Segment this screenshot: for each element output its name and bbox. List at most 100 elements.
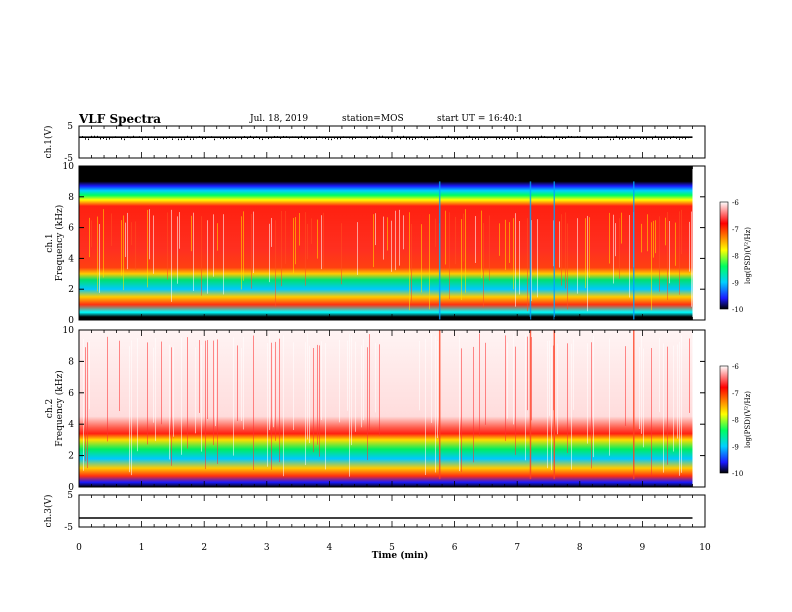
waveform-noise bbox=[388, 137, 389, 140]
waveform-noise bbox=[553, 137, 554, 140]
waveform-noise bbox=[460, 136, 461, 139]
waveform-noise bbox=[661, 138, 662, 140]
waveform-noise bbox=[547, 136, 548, 139]
colorbar-title: log(PSD)(V²/Hz) bbox=[744, 391, 752, 448]
waveform-noise bbox=[385, 137, 386, 139]
waveform-noise bbox=[142, 138, 143, 140]
waveform-noise bbox=[658, 138, 659, 140]
waveform-noise bbox=[235, 137, 236, 139]
waveform-noise bbox=[295, 136, 296, 138]
waveform-noise bbox=[292, 136, 293, 138]
colorbar-tick-label: -8 bbox=[732, 417, 739, 425]
waveform-noise bbox=[238, 136, 239, 139]
waveform-noise bbox=[478, 138, 479, 140]
waveform-noise bbox=[85, 138, 86, 140]
waveform-noise bbox=[619, 138, 620, 140]
x-tick-label: 5 bbox=[389, 543, 395, 553]
colorbar-tick-label: -10 bbox=[732, 306, 743, 314]
waveform-noise bbox=[298, 137, 299, 139]
colorbar-tick-label: -8 bbox=[732, 253, 739, 261]
waveform-noise bbox=[355, 137, 356, 139]
waveform-noise bbox=[352, 138, 353, 140]
waveform-noise bbox=[685, 137, 686, 140]
waveform-noise bbox=[556, 135, 557, 138]
waveform-noise bbox=[364, 136, 365, 139]
waveform-noise bbox=[208, 136, 209, 138]
waveform-noise bbox=[82, 135, 83, 138]
x-tick-label: 6 bbox=[452, 543, 458, 553]
waveform-noise bbox=[484, 138, 485, 140]
waveform-noise bbox=[217, 136, 218, 139]
waveform-noise bbox=[511, 138, 512, 140]
waveform-noise bbox=[223, 137, 224, 140]
waveform-noise bbox=[508, 137, 509, 140]
waveform-noise bbox=[496, 138, 497, 140]
waveform-noise bbox=[397, 135, 398, 138]
waveform-noise bbox=[124, 138, 125, 141]
waveform-noise bbox=[259, 137, 260, 140]
y-axis-label: ch.3(V) bbox=[43, 495, 54, 528]
waveform-noise bbox=[232, 136, 233, 139]
axis-title: Frequency (kHz) bbox=[54, 370, 65, 447]
waveform-noise bbox=[145, 136, 146, 138]
waveform-noise bbox=[436, 135, 437, 138]
x-tick-label: 9 bbox=[640, 543, 646, 553]
waveform-noise bbox=[448, 135, 449, 138]
waveform-noise bbox=[664, 138, 665, 140]
x-tick-label: 2 bbox=[201, 543, 207, 553]
waveform-noise bbox=[256, 136, 257, 138]
y-tick-label: 0 bbox=[68, 316, 74, 326]
waveform-noise bbox=[376, 137, 377, 140]
y-tick-label: -5 bbox=[64, 523, 73, 533]
y-tick-label: 10 bbox=[63, 162, 75, 172]
waveform-noise bbox=[103, 137, 104, 139]
waveform-noise bbox=[517, 136, 518, 138]
y-tick-label: 6 bbox=[68, 389, 74, 399]
waveform-noise bbox=[97, 135, 98, 138]
channel-label: ch.2 bbox=[45, 399, 55, 418]
waveform-noise bbox=[307, 137, 308, 139]
waveform-noise bbox=[412, 138, 413, 140]
waveform-noise bbox=[163, 137, 164, 140]
waveform-noise bbox=[538, 138, 539, 140]
waveform-noise bbox=[589, 136, 590, 139]
waveform-noise bbox=[373, 137, 374, 139]
waveform-noise bbox=[646, 138, 647, 140]
waveform-noise bbox=[439, 136, 440, 138]
waveform-noise bbox=[469, 135, 470, 138]
waveform-noise bbox=[454, 138, 455, 140]
waveform-noise bbox=[274, 135, 275, 138]
waveform-noise bbox=[211, 136, 212, 138]
waveform-noise bbox=[277, 136, 278, 138]
waveform-noise bbox=[625, 137, 626, 140]
waveform-noise bbox=[199, 136, 200, 138]
axis-title: Frequency (kHz) bbox=[54, 205, 65, 282]
waveform-noise bbox=[337, 137, 338, 140]
waveform-noise bbox=[118, 136, 119, 139]
waveform-noise bbox=[166, 137, 167, 139]
waveform-noise bbox=[121, 138, 122, 140]
waveform-noise bbox=[673, 136, 674, 138]
waveform-noise bbox=[334, 137, 335, 139]
waveform-noise bbox=[457, 137, 458, 140]
waveform-noise bbox=[667, 136, 668, 139]
waveform-noise bbox=[595, 136, 596, 139]
waveform-noise bbox=[139, 136, 140, 138]
waveform-noise bbox=[502, 138, 503, 140]
waveform-noise bbox=[340, 137, 341, 140]
waveform-noise bbox=[133, 135, 134, 138]
waveform-noise bbox=[472, 138, 473, 140]
date-label: Jul. 18, 2019 bbox=[250, 114, 309, 124]
colorbar-tick-label: -7 bbox=[732, 390, 739, 398]
waveform-noise bbox=[151, 136, 152, 138]
waveform-noise bbox=[562, 137, 563, 140]
waveform-noise bbox=[172, 138, 173, 140]
waveform-noise bbox=[367, 137, 368, 140]
waveform-noise bbox=[529, 137, 530, 140]
waveform-noise bbox=[262, 138, 263, 141]
waveform-noise bbox=[415, 137, 416, 140]
waveform-noise bbox=[331, 138, 332, 141]
waveform-noise bbox=[394, 137, 395, 140]
waveform-noise bbox=[613, 138, 614, 140]
waveform-noise bbox=[445, 138, 446, 140]
